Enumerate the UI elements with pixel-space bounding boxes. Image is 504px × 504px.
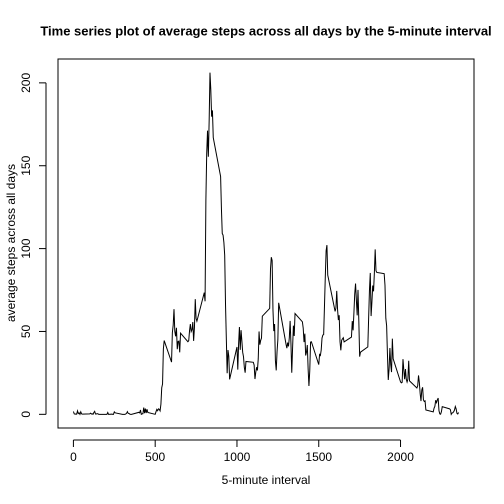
x-tick-label: 1500 [305,450,332,464]
x-axis-label: 5-minute interval [222,473,311,487]
x-tick-label: 2000 [387,450,414,464]
x-tick-label: 500 [145,450,165,464]
y-tick-label: 0 [19,411,33,418]
y-tick-label: 200 [19,73,33,93]
y-tick-label: 50 [19,324,33,338]
y-tick-label: 100 [19,238,33,258]
y-axis-label: average steps across all days [4,164,18,322]
y-tick-label: 150 [19,155,33,175]
plot-box [57,58,475,429]
x-tick-label: 0 [70,450,77,464]
data-line [72,72,460,416]
chart-title: Time series plot of average steps across… [40,23,491,38]
x-tick-label: 1000 [224,450,251,464]
